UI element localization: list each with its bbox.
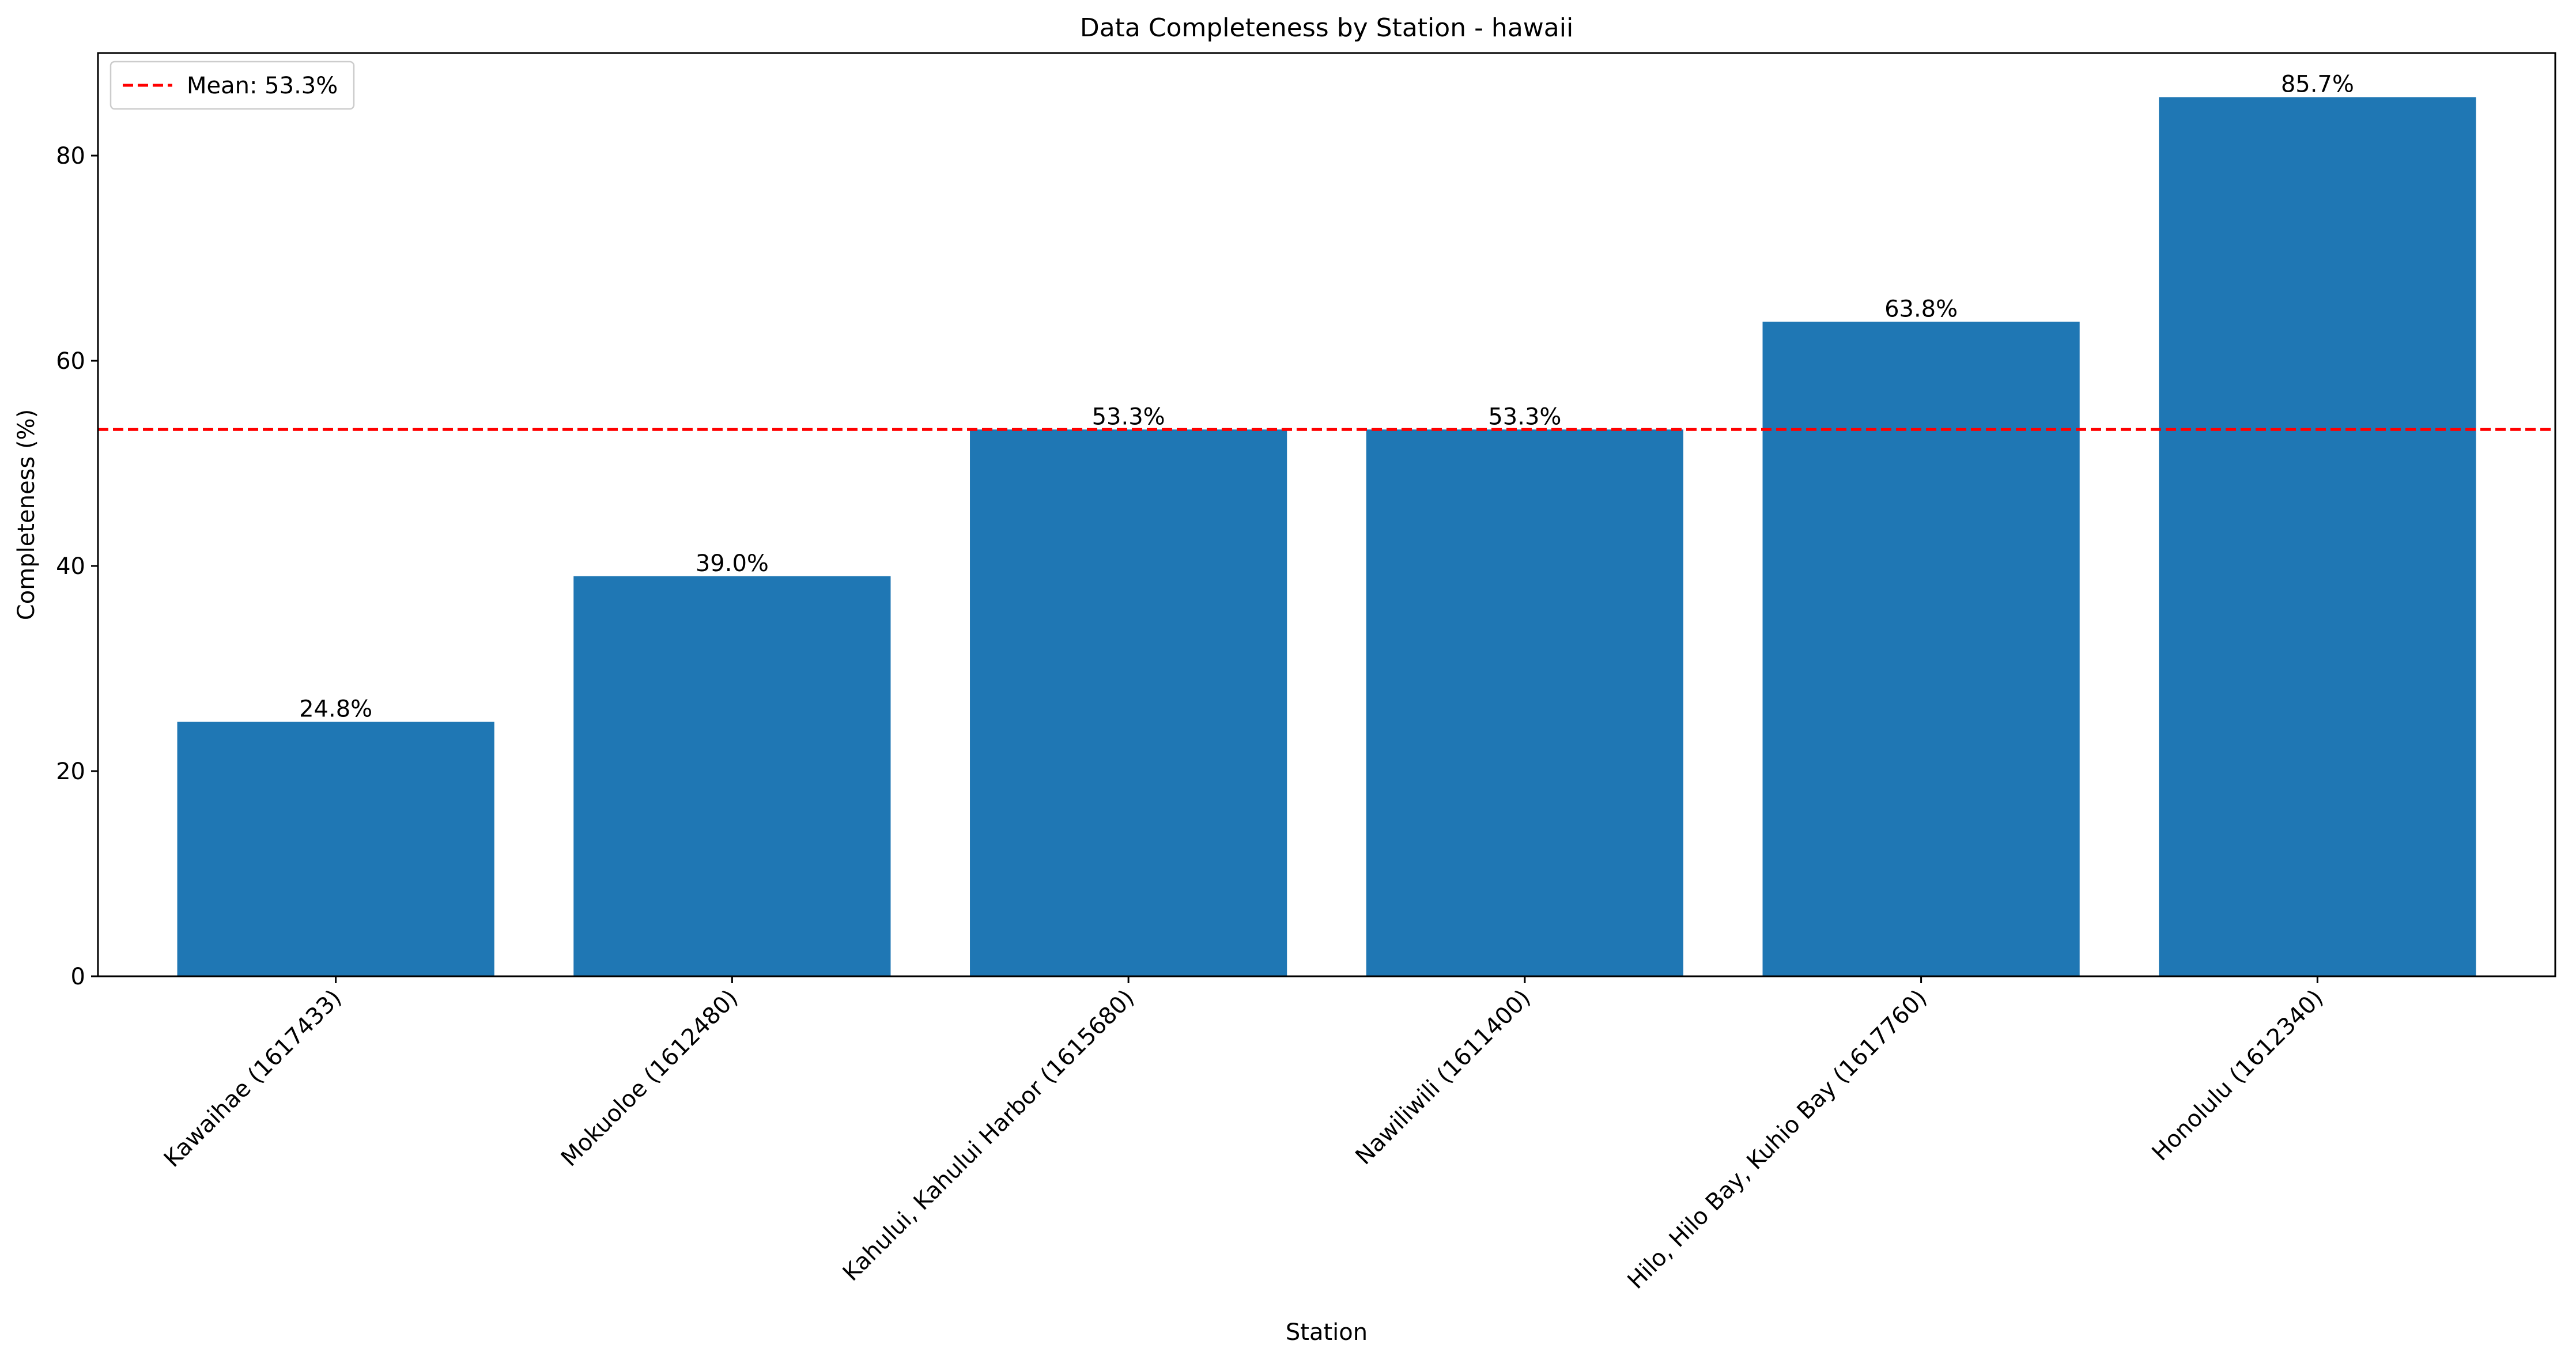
legend-box xyxy=(109,61,355,110)
axes-group xyxy=(97,52,2556,977)
y-tick-label: 20 xyxy=(56,758,85,785)
y-axis-label: Completeness (%) xyxy=(13,409,40,620)
bar-value-label: 53.3% xyxy=(1092,403,1165,430)
bar xyxy=(1762,322,2080,976)
bar xyxy=(970,429,1287,976)
bars-group xyxy=(177,97,2476,976)
y-tick-label: 80 xyxy=(56,143,85,169)
legend-mean-label: Mean: 53.3% xyxy=(187,73,338,99)
y-tick-label: 40 xyxy=(56,553,85,580)
bar xyxy=(573,576,891,976)
bar-value-label: 85.7% xyxy=(2281,71,2354,98)
plot-frame xyxy=(97,52,2556,977)
bar xyxy=(2159,97,2476,976)
bar-value-label: 39.0% xyxy=(696,550,769,577)
value-labels-group: 24.8% 39.0% 53.3% 53.3% 63.8% 85.7% xyxy=(299,71,2354,723)
y-tick-label: 0 xyxy=(71,964,85,990)
y-axis-ticks: 0 20 40 60 80 xyxy=(56,143,98,990)
x-axis-label: Station xyxy=(1286,1319,1368,1346)
legend: Mean: 53.3% xyxy=(109,61,355,110)
bar xyxy=(177,722,494,976)
bar-value-label: 53.3% xyxy=(1488,403,1561,430)
chart-title: Data Completeness by Station - hawaii xyxy=(1080,13,1573,43)
bar-value-label: 63.8% xyxy=(1884,296,1958,322)
bar-value-label: 24.8% xyxy=(299,696,372,723)
y-tick-label: 60 xyxy=(56,348,85,375)
bar xyxy=(1366,429,1683,976)
